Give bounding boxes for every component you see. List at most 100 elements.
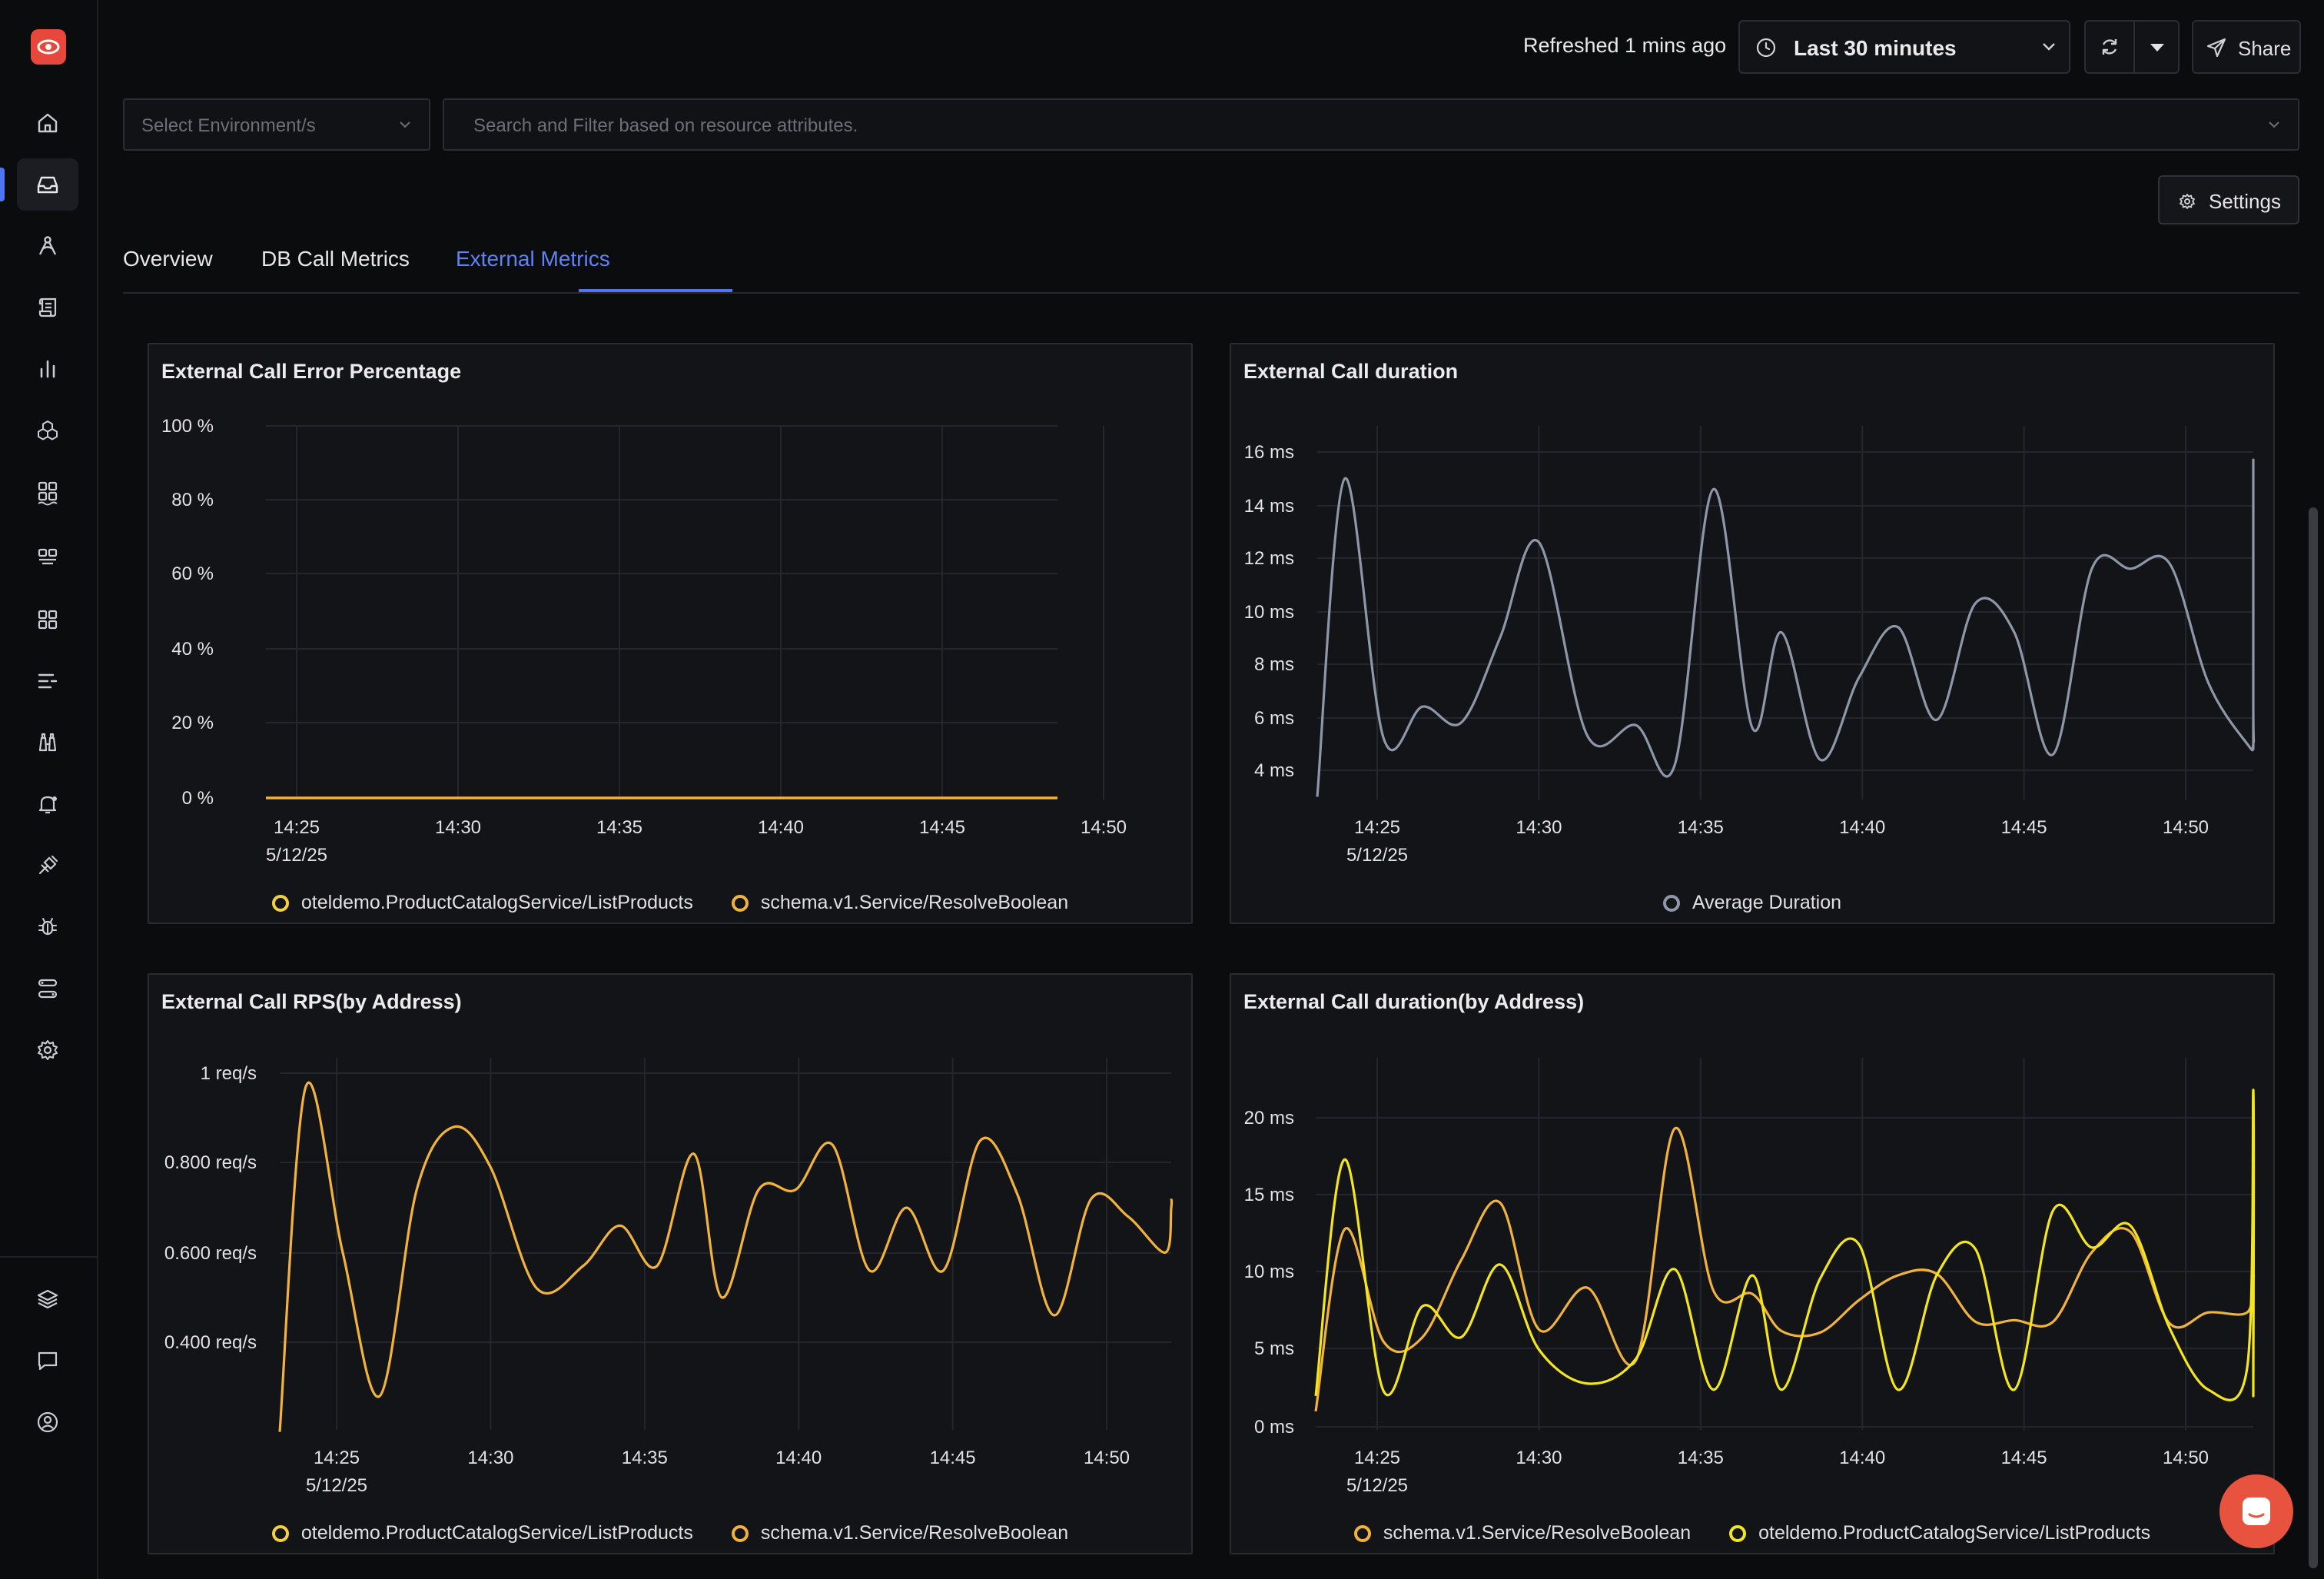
sidebar <box>0 0 98 1579</box>
tab-external-metrics[interactable]: External Metrics <box>456 247 610 271</box>
app-logo[interactable] <box>31 29 66 65</box>
logs-icon <box>38 298 57 317</box>
x-tick-label: 14:35 <box>622 1448 668 1468</box>
series-line[interactable] <box>1316 458 2256 797</box>
support-chat-button[interactable] <box>2219 1474 2293 1548</box>
sidebar-item-user[interactable] <box>17 1396 78 1448</box>
page-scrollbar[interactable] <box>2309 507 2318 1568</box>
metrics-icon <box>40 360 55 378</box>
sidebar-item-infrastructure[interactable] <box>17 404 78 457</box>
integrations-icon <box>38 855 58 875</box>
sidebar-item-alerts[interactable] <box>17 778 78 830</box>
panel-title: External Call duration <box>1243 360 1459 383</box>
sidebar-item-services[interactable] <box>0 158 78 211</box>
legend-marker <box>731 1524 749 1542</box>
chart-legend: schema.v1.Service/ResolveBoolean oteldem… <box>1231 1522 2273 1544</box>
sidebar-item-messaging-queues[interactable] <box>17 530 78 583</box>
settings-label: Settings <box>2209 190 2281 213</box>
x-tick-label: 14:25 <box>1354 817 1400 838</box>
tab-db-call-metrics[interactable]: DB Call Metrics <box>261 247 410 271</box>
sidebar-item-integrations[interactable] <box>17 839 78 892</box>
time-range-picker[interactable]: Last 30 minutes <box>1738 20 2070 74</box>
tab-overview[interactable]: Overview <box>123 247 213 271</box>
x-date-label: 5/12/25 <box>306 1475 367 1496</box>
y-tick-label: 8 ms <box>1254 654 1294 675</box>
environment-select[interactable]: Select Environment/s <box>123 98 430 151</box>
x-tick-label: 14:50 <box>2163 817 2209 838</box>
sidebar-item-pipelines[interactable] <box>17 655 78 707</box>
chevron-down-icon <box>400 121 410 128</box>
legend-label: schema.v1.Service/ResolveBoolean <box>760 892 1069 913</box>
x-tick-label: 14:30 <box>435 817 481 838</box>
layers-icon <box>37 1289 58 1309</box>
y-tick-label: 0.400 req/s <box>164 1332 257 1353</box>
sidebar-item-home[interactable] <box>17 97 78 149</box>
chart-call-duration: 16 ms 14 ms 12 ms 10 ms 8 ms 6 ms 4 ms 14:25 14:… <box>1244 426 2256 866</box>
x-tick-label: 14:30 <box>1516 1448 1562 1468</box>
legend-marker <box>271 894 289 912</box>
y-tick-label: 80 % <box>171 490 214 510</box>
chart-rps-by-address: 1 req/s 0.800 req/s 0.600 req/s 0.400 req/s… <box>164 1058 1174 1496</box>
share-button[interactable]: Share <box>2192 20 2301 74</box>
y-tick-label: 5 ms <box>1254 1338 1294 1359</box>
legend-item[interactable]: oteldemo.ProductCatalogService/ListProdu… <box>271 1522 693 1544</box>
series-line[interactable] <box>1314 1126 2256 1412</box>
sidebar-item-traces[interactable] <box>17 220 78 272</box>
legend-item[interactable]: Average Duration <box>1662 892 1841 914</box>
series-line[interactable] <box>1314 1089 2256 1401</box>
legend-item[interactable]: schema.v1.Service/ResolveBoolean <box>731 1522 1068 1544</box>
legend-item[interactable]: oteldemo.ProductCatalogService/ListProdu… <box>271 892 693 914</box>
user-icon <box>37 1411 58 1433</box>
sidebar-item-feedback[interactable] <box>17 1335 78 1387</box>
x-tick-label: 14:50 <box>1081 817 1127 838</box>
y-tick-label: 10 ms <box>1244 1262 1294 1282</box>
x-tick-label: 14:40 <box>1839 1448 1885 1468</box>
y-tick-label: 0 ms <box>1254 1417 1294 1438</box>
time-range-label: Last 30 minutes <box>1794 36 1957 60</box>
chevron-down-icon <box>2269 121 2279 128</box>
sidebar-item-dashboards[interactable] <box>17 467 78 520</box>
legend-item[interactable]: schema.v1.Service/ResolveBoolean <box>731 892 1069 914</box>
sidebar-item-explorer[interactable] <box>17 716 78 769</box>
caret-down-icon[interactable] <box>2149 42 2166 53</box>
y-tick-label: 20 ms <box>1244 1108 1294 1129</box>
chart-legend: oteldemo.ProductCatalogService/ListProdu… <box>149 1522 1191 1544</box>
sidebar-item-layers[interactable] <box>17 1273 78 1325</box>
refresh-control <box>2084 20 2180 74</box>
sidebar-item-service-map[interactable] <box>17 962 78 1015</box>
settings-button[interactable]: Settings <box>2158 175 2299 224</box>
legend-item[interactable]: schema.v1.Service/ResolveBoolean <box>1353 1522 1691 1544</box>
grid <box>1317 426 2253 799</box>
x-tick-label: 14:40 <box>758 817 804 838</box>
alerts-icon <box>38 796 57 814</box>
y-tick-label: 15 ms <box>1244 1185 1294 1205</box>
legend-label: oteldemo.ProductCatalogService/ListProdu… <box>300 892 693 913</box>
messaging-queues-icon <box>38 548 58 565</box>
search-placeholder: Search and Filter based on resource attr… <box>473 115 858 136</box>
x-tick-label: 14:45 <box>930 1448 976 1468</box>
legend-item[interactable]: oteldemo.ProductCatalogService/ListProdu… <box>1729 1522 2150 1544</box>
legend-label: oteldemo.ProductCatalogService/ListProdu… <box>300 1522 693 1544</box>
share-label: Share <box>2238 37 2292 60</box>
resource-attribute-search[interactable]: Search and Filter based on resource attr… <box>443 98 2299 151</box>
y-tick-label: 20 % <box>171 713 214 733</box>
refreshed-status: Refreshed 1 mins ago <box>1523 34 1727 57</box>
chart-legend: oteldemo.ProductCatalogService/ListProdu… <box>149 892 1191 914</box>
x-tick-label: 14:40 <box>1839 817 1885 838</box>
sidebar-item-apps[interactable] <box>17 593 78 646</box>
sidebar-item-exceptions[interactable] <box>17 901 78 953</box>
panel-title: External Call RPS(by Address) <box>161 990 462 1013</box>
chart-legend: Average Duration <box>1231 892 2273 914</box>
refresh-icon[interactable] <box>2099 36 2120 58</box>
sidebar-item-settings[interactable] <box>17 1024 78 1076</box>
series-line[interactable] <box>278 1081 1174 1432</box>
x-tick-label: 14:45 <box>2001 817 2047 838</box>
sidebar-item-logs[interactable] <box>17 281 78 334</box>
legend-marker <box>1662 894 1680 912</box>
legend-marker <box>271 1524 289 1542</box>
x-date-label: 5/12/25 <box>266 845 327 866</box>
y-tick-label: 0.800 req/s <box>164 1152 257 1173</box>
x-tick-label: 14:50 <box>2163 1448 2209 1468</box>
home-icon <box>38 113 58 133</box>
sidebar-item-metrics[interactable] <box>17 343 78 395</box>
